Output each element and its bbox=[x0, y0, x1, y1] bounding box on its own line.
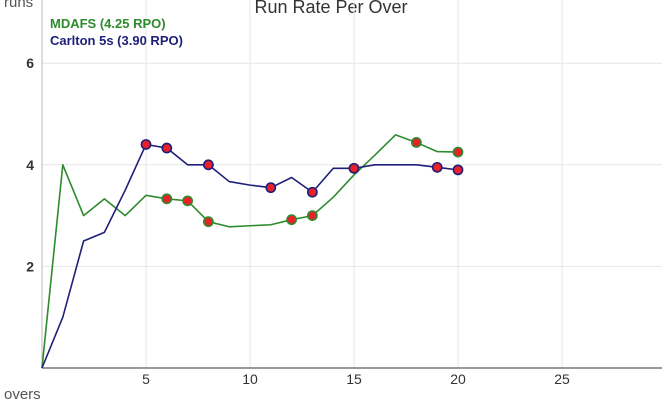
x-axis-label: overs bbox=[4, 386, 41, 403]
wicket-marker-0 bbox=[452, 146, 464, 158]
legend: MDAFS (4.25 RPO) Carlton 5s (3.90 RPO) bbox=[50, 15, 183, 49]
wicket-marker-0 bbox=[410, 137, 422, 148]
wicket-marker-1 bbox=[161, 142, 173, 154]
wicket-marker-1 bbox=[306, 186, 318, 198]
wicket-marker-1 bbox=[202, 159, 214, 171]
wicket-marker-1 bbox=[140, 139, 152, 150]
wicket-marker-1 bbox=[348, 162, 360, 174]
y-tick-label: 4 bbox=[26, 157, 34, 173]
legend-item-mdafs[interactable]: MDAFS (4.25 RPO) bbox=[50, 16, 166, 31]
wicket-marker-0 bbox=[161, 193, 173, 205]
series-line-1 bbox=[41, 143, 459, 369]
x-tick-label: 15 bbox=[346, 371, 362, 387]
wicket-marker-0 bbox=[306, 210, 318, 221]
chart-title: Run Rate Per Over bbox=[254, 0, 408, 17]
x-tick-label: 5 bbox=[142, 371, 150, 387]
wicket-marker-0 bbox=[182, 195, 193, 207]
wicket-marker-1 bbox=[431, 161, 443, 173]
y-axis-label: runs bbox=[4, 0, 34, 11]
wicket-marker-1 bbox=[265, 182, 277, 194]
x-tick-label: 20 bbox=[450, 371, 466, 387]
wicket-marker-1 bbox=[452, 164, 464, 176]
wicket-marker-0 bbox=[286, 214, 297, 226]
y-tick-label: 2 bbox=[26, 258, 34, 274]
y-tick-label: 6 bbox=[26, 55, 34, 71]
x-tick-label: 10 bbox=[242, 371, 258, 387]
x-tick-label: 25 bbox=[554, 371, 570, 387]
series-line-0 bbox=[41, 134, 459, 369]
legend-item-carlton[interactable]: Carlton 5s (3.90 RPO) bbox=[50, 33, 183, 48]
wicket-marker-0 bbox=[202, 216, 214, 228]
